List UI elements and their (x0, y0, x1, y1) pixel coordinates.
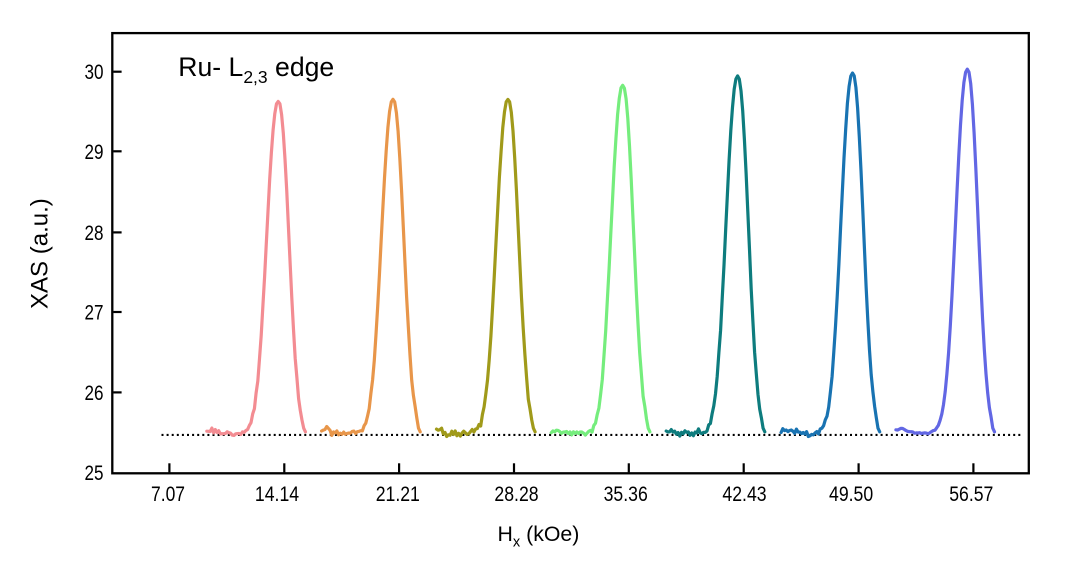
svg-text:14.14: 14.14 (255, 483, 299, 506)
svg-text:25: 25 (85, 462, 104, 485)
svg-text:27: 27 (85, 302, 104, 325)
svg-text:30: 30 (85, 61, 104, 84)
svg-text:56.57: 56.57 (949, 483, 993, 506)
svg-text:28.28: 28.28 (494, 483, 538, 506)
svg-text:7.07: 7.07 (151, 483, 185, 506)
svg-text:26: 26 (85, 382, 104, 405)
svg-text:Hx (kOe): Hx (kOe) (498, 522, 580, 550)
svg-text:XAS (a.u.): XAS (a.u.) (27, 198, 54, 309)
svg-text:42.43: 42.43 (722, 483, 766, 506)
svg-text:28: 28 (85, 222, 104, 245)
svg-text:29: 29 (85, 141, 104, 164)
svg-text:Ru- L2,3 edge: Ru- L2,3 edge (178, 52, 334, 87)
svg-text:49.50: 49.50 (829, 483, 873, 506)
svg-text:21.21: 21.21 (376, 483, 420, 506)
svg-text:35.36: 35.36 (604, 483, 648, 506)
